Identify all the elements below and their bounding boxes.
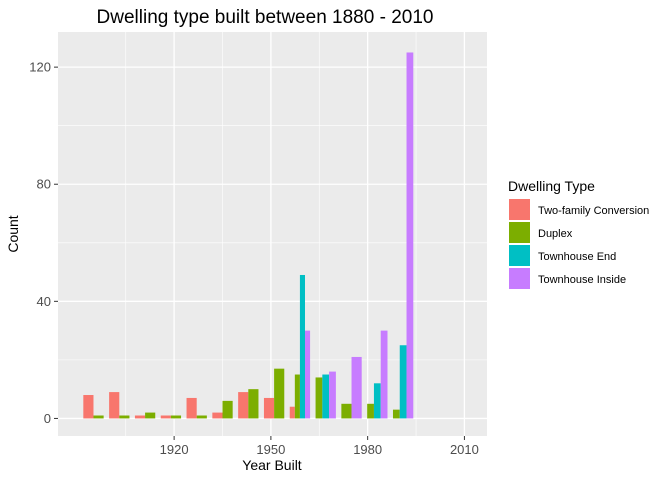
bar-two-family-conversion	[186, 397, 197, 419]
bar-townhouse-inside	[380, 330, 388, 419]
legend: Dwelling Type Two-family Conversion Duple…	[508, 178, 649, 289]
legend-label: Two-family Conversion	[538, 205, 649, 217]
bar-two-family-conversion	[238, 392, 249, 419]
bar-townhouse-end	[399, 345, 407, 419]
x-axis-title: Year Built	[242, 457, 302, 473]
grid-minor	[58, 8, 487, 436]
bar-duplex	[315, 377, 323, 419]
bar-duplex	[145, 412, 156, 419]
bar-duplex	[222, 400, 233, 419]
x-axis: 1920 1950 1980 2010	[160, 436, 479, 457]
plot-panel	[58, 32, 487, 436]
bar-duplex	[196, 415, 207, 419]
bar-duplex	[119, 415, 130, 419]
bar-duplex	[248, 389, 259, 419]
bar-two-family-conversion	[289, 406, 295, 419]
bar-duplex	[274, 368, 285, 419]
bar-two-family-conversion	[263, 397, 275, 419]
bar-townhouse-inside	[406, 52, 414, 419]
bar-duplex	[367, 403, 374, 419]
legend-label: Duplex	[538, 228, 573, 240]
bar-townhouse-inside	[329, 371, 336, 419]
bar-two-family-conversion	[212, 412, 223, 419]
bar-two-family-conversion	[134, 415, 146, 419]
bar-townhouse-inside	[351, 356, 362, 419]
bar-two-family-conversion	[160, 415, 171, 419]
bars	[83, 52, 414, 419]
y-tick-label: 80	[37, 177, 51, 192]
legend-title: Dwelling Type	[508, 178, 595, 194]
legend-label: Townhouse Inside	[538, 274, 626, 286]
bar-duplex	[341, 403, 352, 419]
y-axis-title: Count	[5, 215, 21, 252]
legend-label: Townhouse End	[538, 251, 616, 263]
x-tick-label: 2010	[450, 442, 479, 457]
bar-townhouse-end	[299, 274, 305, 419]
chart-title: Dwelling type built between 1880 - 2010	[97, 7, 434, 28]
y-tick-label: 120	[29, 60, 51, 75]
legend-swatch	[509, 222, 530, 243]
bar-townhouse-end	[322, 374, 330, 419]
bar-townhouse-inside	[304, 330, 311, 419]
bar-duplex	[93, 415, 104, 419]
bar-duplex	[294, 374, 300, 419]
legend-swatch	[509, 245, 530, 266]
x-tick-label: 1980	[353, 442, 382, 457]
bar-two-family-conversion	[83, 395, 94, 419]
x-tick-label: 1950	[256, 442, 285, 457]
x-tick-label: 1920	[160, 442, 189, 457]
legend-swatch	[509, 268, 530, 289]
bar-duplex	[392, 409, 400, 419]
legend-swatch	[509, 199, 530, 220]
bar-two-family-conversion	[109, 392, 120, 419]
bar-duplex	[170, 415, 182, 419]
bar-townhouse-end	[373, 383, 381, 419]
y-axis: 0 40 80 120	[29, 60, 58, 426]
y-tick-label: 0	[44, 411, 51, 426]
y-tick-label: 40	[37, 294, 51, 309]
